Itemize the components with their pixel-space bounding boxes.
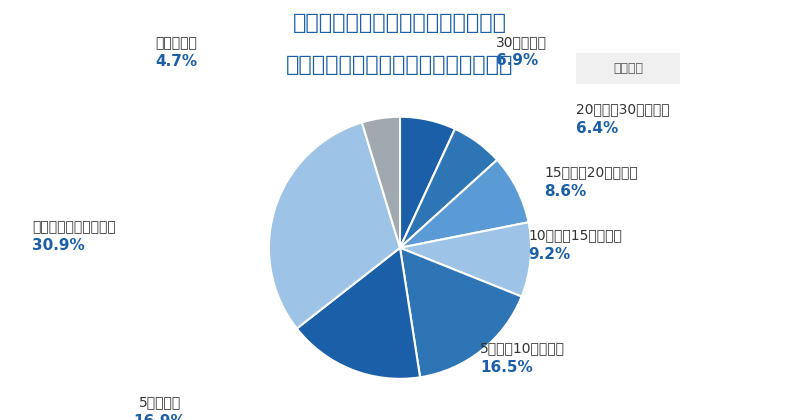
- Text: 4.7%: 4.7%: [155, 54, 197, 69]
- FancyBboxPatch shape: [570, 51, 685, 86]
- Text: 6.9%: 6.9%: [496, 53, 538, 68]
- Text: 5時間〜10時間未満: 5時間〜10時間未満: [480, 341, 565, 356]
- Text: 16.9%: 16.9%: [134, 414, 186, 420]
- Wedge shape: [269, 122, 400, 328]
- Text: 8.6%: 8.6%: [544, 184, 586, 199]
- Text: 6.4%: 6.4%: [576, 121, 618, 136]
- Wedge shape: [400, 160, 529, 248]
- Text: 30.9%: 30.9%: [32, 238, 85, 253]
- Wedge shape: [400, 222, 531, 297]
- Text: どのくらい残業時間が増加しますか。: どのくらい残業時間が増加しますか。: [286, 55, 514, 75]
- Text: 10時間〜15時間未満: 10時間〜15時間未満: [528, 228, 622, 242]
- Text: 15時間〜20時間未満: 15時間〜20時間未満: [544, 165, 638, 179]
- Wedge shape: [400, 129, 497, 248]
- Text: わからない: わからない: [155, 37, 197, 50]
- Text: 20時間〜30時間未満: 20時間〜30時間未満: [576, 102, 670, 116]
- Wedge shape: [400, 117, 455, 248]
- Text: 30時間以上: 30時間以上: [496, 35, 547, 49]
- Text: 年末調整の時期は通常時に比べて、: 年末調整の時期は通常時に比べて、: [293, 13, 507, 33]
- Text: 16.5%: 16.5%: [480, 360, 533, 375]
- Text: 単一回答: 単一回答: [613, 62, 643, 75]
- Text: 9.2%: 9.2%: [528, 247, 570, 262]
- Text: 残業は発生していない: 残業は発生していない: [32, 220, 116, 234]
- Wedge shape: [400, 248, 522, 377]
- Text: 5時間未満: 5時間未満: [139, 395, 181, 409]
- Wedge shape: [362, 117, 400, 248]
- Wedge shape: [297, 248, 420, 379]
